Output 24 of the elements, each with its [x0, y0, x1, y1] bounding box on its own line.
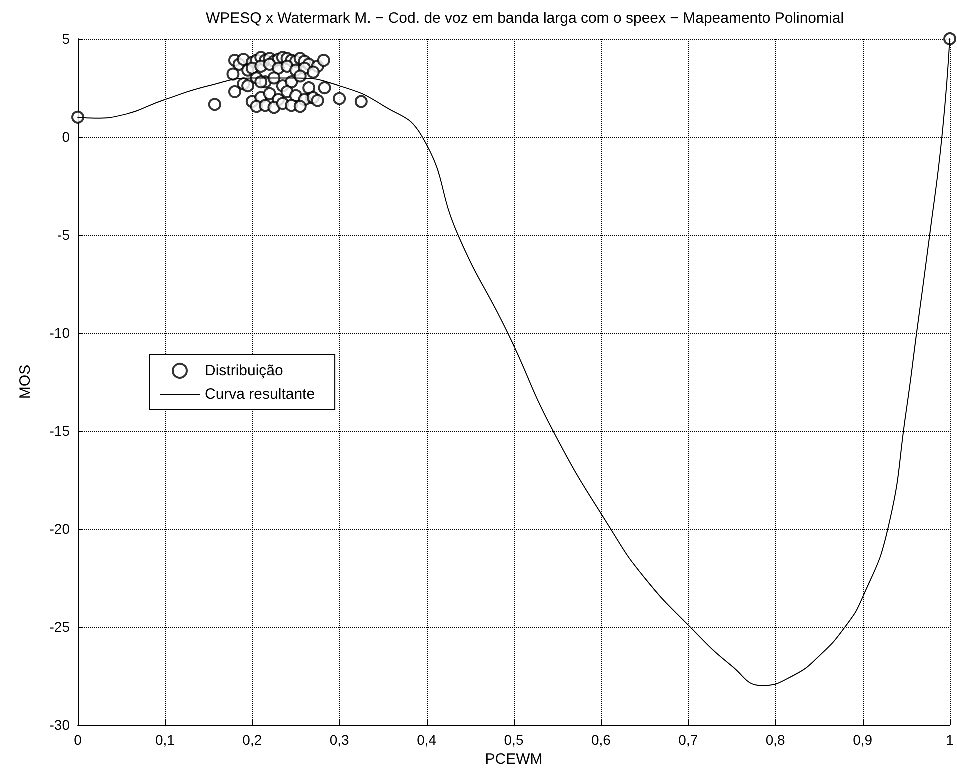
x-tick-label: 1: [946, 732, 954, 748]
x-tick-label: 0,4: [417, 732, 437, 748]
x-tick-label: 0,7: [678, 732, 698, 748]
y-axis-title: MOS: [17, 364, 34, 400]
x-tick-label: 0,8: [766, 732, 786, 748]
y-tick-label: 5: [62, 31, 70, 47]
x-tick-label: 0: [74, 732, 82, 748]
x-axis-title: PCEWM: [485, 750, 543, 768]
x-tick-label: 0,3: [330, 732, 350, 748]
x-tick-label: 0,1: [155, 732, 176, 748]
legend-label: Curva resultante: [205, 386, 316, 403]
y-tick-label: -25: [50, 619, 70, 635]
x-tick-label: 0,9: [853, 732, 873, 748]
legend-label: Distribuição: [205, 362, 284, 380]
y-tick-label: -20: [50, 521, 70, 537]
x-tick-label: 0,6: [591, 732, 612, 748]
y-tick-label: -5: [58, 227, 70, 243]
y-tick-label: -10: [50, 325, 70, 341]
y-tick-label: 0: [62, 129, 70, 145]
y-tick-label: -30: [50, 717, 70, 733]
y-tick-label: -15: [50, 423, 70, 439]
x-tick-label: 0,2: [242, 732, 262, 748]
x-tick-label: 0,5: [504, 732, 524, 748]
chart-title: WPESQ x Watermark M. − Cod. de voz em banda larga com o speex − Mapeamento Polinomial: [206, 10, 844, 27]
